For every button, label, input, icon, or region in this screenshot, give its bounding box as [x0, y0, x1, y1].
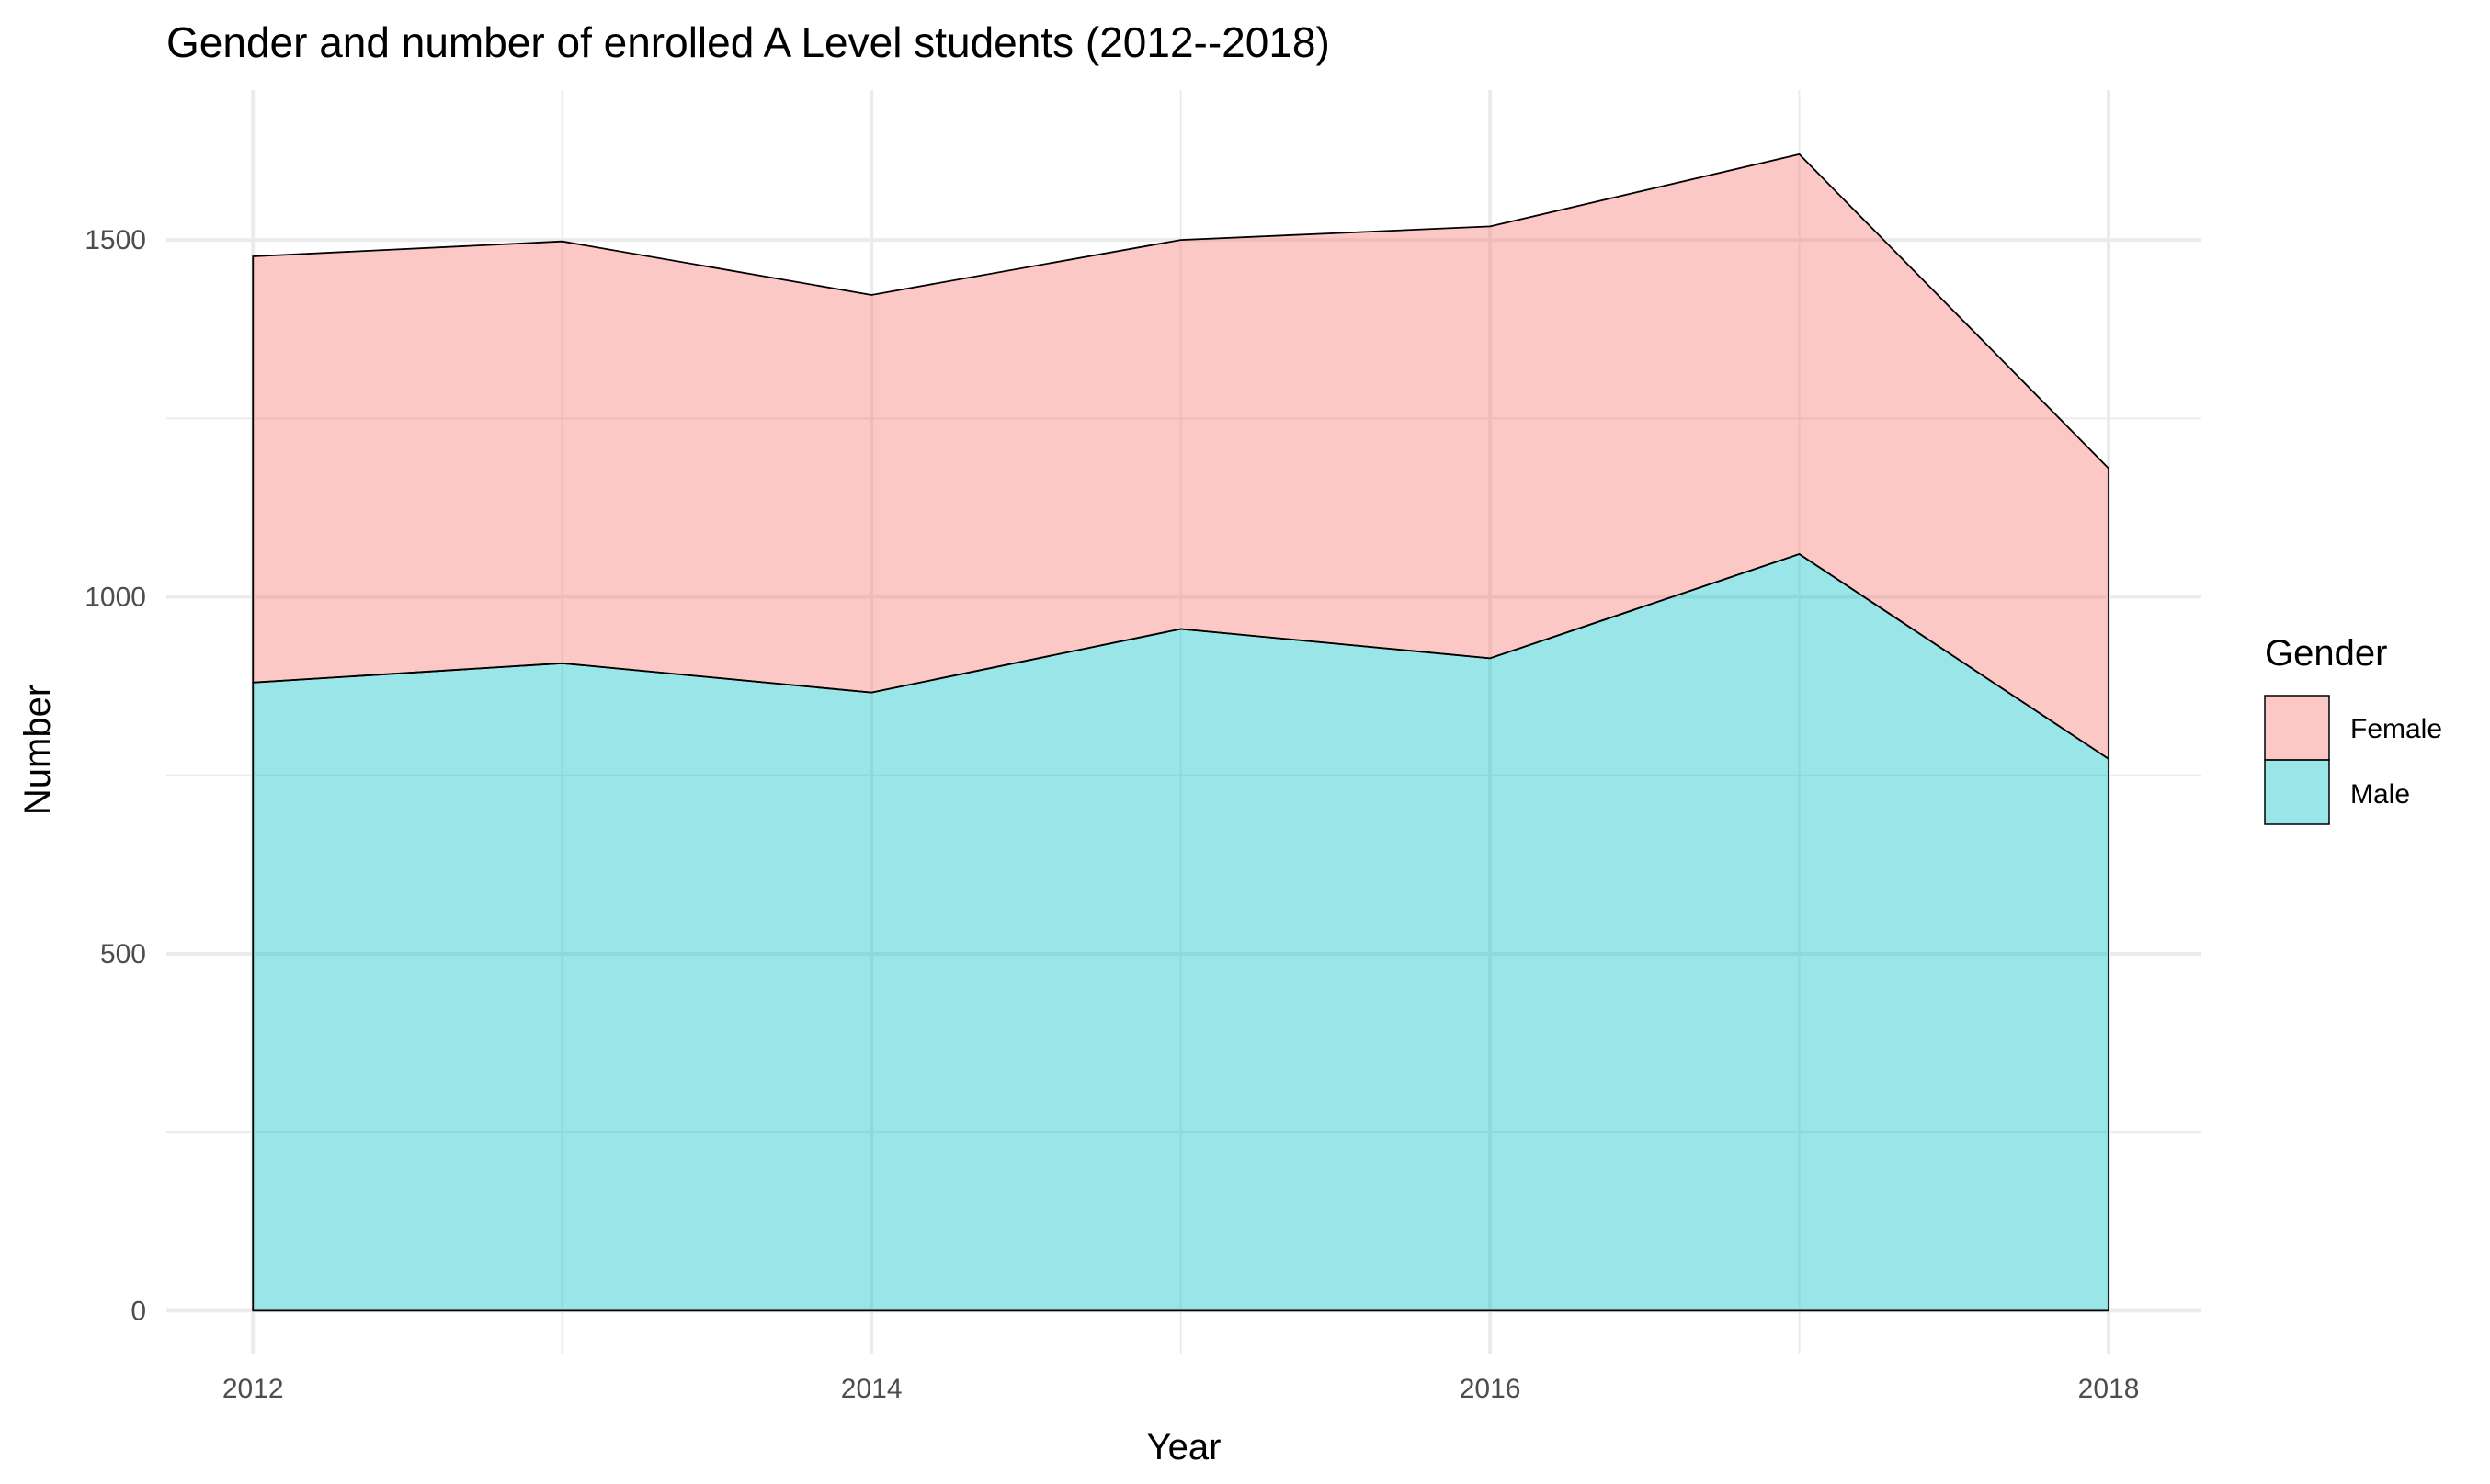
- x-tick-label: 2012: [222, 1374, 284, 1404]
- y-tick-label: 0: [131, 1296, 146, 1326]
- legend-label-male: Male: [2350, 779, 2410, 810]
- x-tick-label: 2014: [841, 1374, 903, 1404]
- plot-areas: [252, 153, 2109, 1312]
- legend: Gender Female Male: [2264, 633, 2442, 825]
- x-tick-label: 2016: [1460, 1374, 1521, 1404]
- legend-key-male: [2264, 759, 2330, 825]
- area-female: [252, 153, 2109, 761]
- legend-label-female: Female: [2350, 714, 2442, 744]
- x-tick-label: 2018: [2078, 1374, 2140, 1404]
- y-axis-title: Number: [17, 685, 58, 815]
- chart-title: Gender and number of enrolled A Level st…: [166, 18, 1330, 66]
- axis-ticks: 0 500 1000 1500 2012 2014 2016 2018: [85, 225, 2139, 1404]
- y-tick-label: 500: [100, 939, 146, 969]
- legend-key-female: [2264, 695, 2330, 761]
- area-male: [252, 552, 2109, 1312]
- y-tick-label: 1000: [85, 583, 146, 613]
- y-tick-label: 1500: [85, 225, 146, 255]
- legend-title: Gender: [2265, 633, 2387, 674]
- x-axis-title: Year: [1147, 1427, 1222, 1467]
